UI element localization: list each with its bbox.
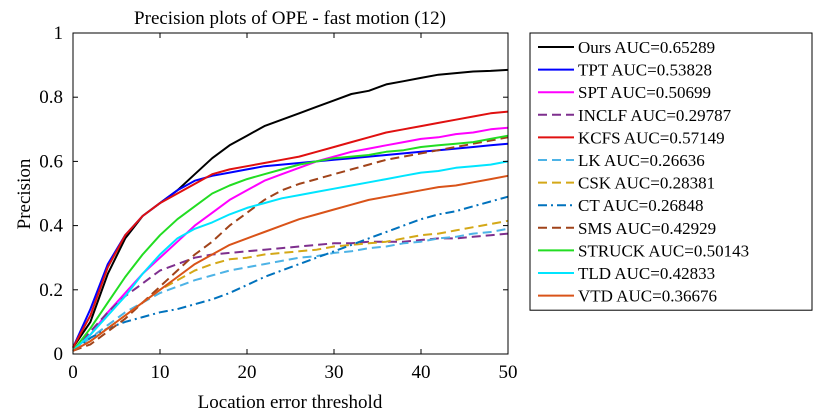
x-tick-label: 10: [151, 362, 170, 383]
x-axis: 0 10 20 30 40 50: [68, 33, 518, 383]
series-line-9: [72, 134, 509, 352]
x-axis-label: Location error threshold: [198, 392, 383, 413]
x-tick-label: 50: [499, 362, 518, 383]
series-line-2: [72, 126, 509, 352]
x-tick-label: 30: [325, 362, 344, 383]
y-tick-label: 0.6: [39, 151, 63, 172]
x-tick-label: 0: [68, 362, 78, 383]
legend: Ours AUC=0.65289 TPT AUC=0.53828 SPT AUC=0…: [529, 32, 813, 311]
y-tick-label: 0.4: [39, 216, 63, 237]
y-tick-label: 0.2: [39, 280, 63, 301]
legend-label-6: CSK AUC=0.28381: [578, 174, 715, 193]
legend-box: [529, 32, 813, 311]
y-tick-label: 1: [54, 23, 64, 44]
legend-label-10: TLD AUC=0.42833: [578, 264, 715, 283]
legend-label-2: SPT AUC=0.50699: [578, 83, 711, 102]
y-tick-label: 0.8: [39, 87, 63, 108]
legend-label-9: STRUCK AUC=0.50143: [578, 241, 749, 260]
axes-box: [72, 32, 509, 355]
series-line-4: [72, 110, 509, 349]
legend-label-0: Ours AUC=0.65289: [578, 38, 715, 57]
series-line-11: [72, 174, 509, 352]
series-line-10: [72, 160, 509, 352]
x-tick-label: 20: [238, 362, 257, 383]
legend-label-4: KCFS AUC=0.57149: [578, 128, 725, 147]
series-line-1: [72, 142, 509, 349]
legend-label-1: TPT AUC=0.53828: [578, 61, 712, 80]
plot-area: [72, 32, 509, 355]
y-axis: 0 0.2 0.4 0.6 0.8 1: [39, 23, 508, 365]
legend-label-11: VTD AUC=0.36676: [578, 287, 717, 306]
y-axis-label: Precision: [14, 158, 35, 229]
series-line-7: [72, 195, 509, 352]
legend-label-8: SMS AUC=0.42929: [578, 219, 716, 238]
legend-label-7: CT AUC=0.26848: [578, 196, 703, 215]
legend-label-3: INCLF AUC=0.29787: [578, 106, 732, 125]
x-tick-label: 40: [412, 362, 431, 383]
chart-title: Precision plots of OPE - fast motion (12…: [134, 8, 446, 29]
legend-label-5: LK AUC=0.26636: [578, 151, 705, 170]
y-tick-label: 0: [54, 344, 64, 365]
